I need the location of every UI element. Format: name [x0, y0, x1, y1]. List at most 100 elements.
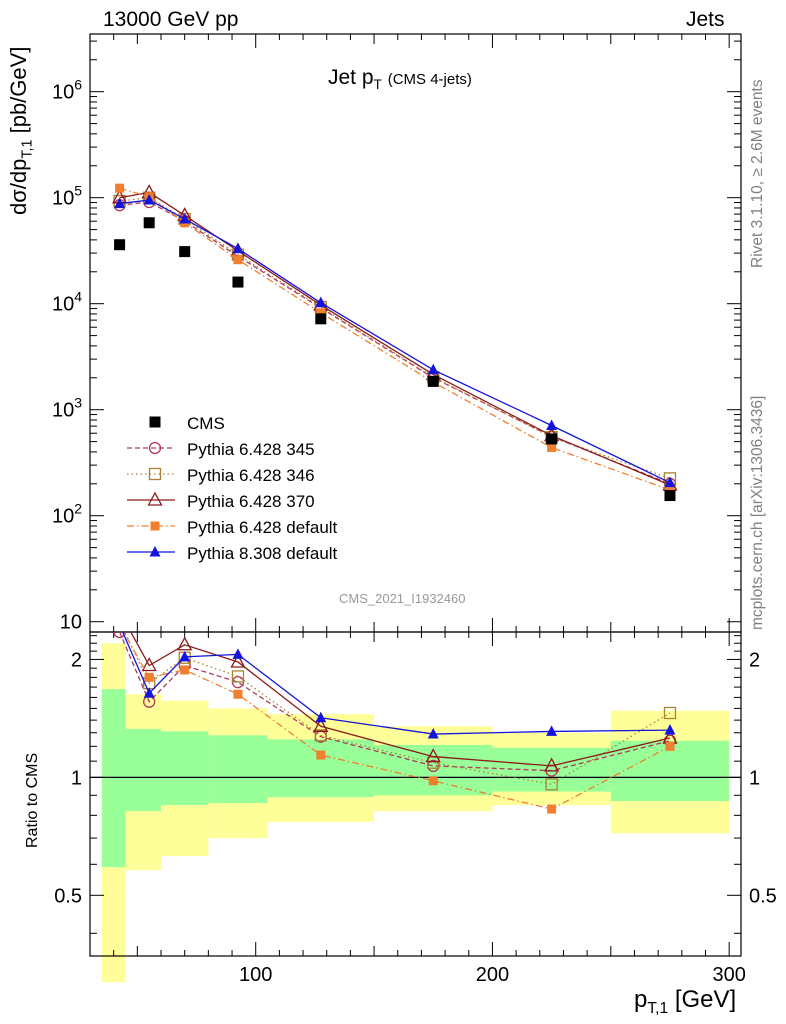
- legend-label: Pythia 6.428 370: [187, 492, 315, 511]
- series-pythia-6-428-default-point: [115, 183, 125, 193]
- series-pythia-8-308-default-point: [143, 194, 155, 205]
- series-pythia-8-308-default-ratio-point: [179, 650, 191, 662]
- series-pythia-6-428-346-ratio-line: [123, 632, 671, 786]
- series-pythia-8-308-default-ratio-point: [114, 619, 125, 630]
- series-pythia-6-428-default-ratio-point: [428, 776, 438, 786]
- series-pythia-6-428-default-point: [233, 255, 243, 265]
- ratio-series-group: [113, 605, 678, 814]
- series-pythia-6-428-default-ratio-point: [144, 672, 154, 682]
- main-y-tick-label: 103: [52, 395, 82, 422]
- x-axis-label: pT,1 [GeV]: [634, 986, 736, 1018]
- tick-base: 10: [52, 400, 74, 422]
- legend-marker: [149, 546, 161, 557]
- legend-cms-marker: [149, 416, 161, 428]
- series-pythia-8-308-default-point: [427, 363, 439, 375]
- uncertainty-band-inner: [125, 728, 162, 812]
- uncertainty-band-inner: [374, 744, 493, 796]
- main-series-group: [111, 183, 678, 502]
- series-pythia-8-308-default-ratio-point: [143, 687, 155, 698]
- series-pythia-6-428-default-point: [547, 443, 557, 453]
- main-y-tick-label: 102: [52, 501, 82, 528]
- main-y-tick-label: 106: [52, 77, 82, 104]
- tick-exponent: 5: [74, 183, 82, 199]
- main-y-tick-label: 105: [52, 183, 82, 210]
- series-pythia-8-308-default-point: [315, 296, 327, 308]
- ratio-y-tick-label-right: 2: [749, 649, 760, 671]
- header-right: Jets: [686, 8, 725, 31]
- uncertainty-band-inner: [208, 735, 268, 804]
- series-pythia-8-308-default-point: [114, 197, 126, 209]
- uncertainty-band-inner: [101, 689, 126, 868]
- cms-data-point: [232, 276, 244, 288]
- cms-data-point: [179, 246, 191, 258]
- plot-title-note: (CMS 4-jets): [387, 71, 472, 88]
- cms-data-point: [315, 313, 327, 325]
- main-y-tick-label: 10: [60, 612, 82, 634]
- series-pythia-6-428-default-ratio-line: [122, 632, 671, 810]
- series-pythia-6-428-default-line: [119, 187, 671, 491]
- tick-base: 10: [52, 82, 74, 104]
- series-pythia-8-308-default-ratio-point: [232, 648, 244, 659]
- series-pythia-8-308-default-point: [232, 242, 244, 254]
- main-y-tick-label: 104: [52, 289, 82, 316]
- series-pythia-6-428-345-ratio-line: [118, 632, 671, 772]
- x-tick-label: 300: [712, 964, 745, 986]
- series-pythia-8-308-default-ratio-point: [546, 725, 558, 736]
- legend-label: Pythia 6.428 345: [187, 440, 315, 459]
- tick-exponent: 3: [74, 395, 82, 411]
- series-pythia-8-308-default-ratio-line: [121, 632, 670, 735]
- series-pythia-6-428-346-ratio-point: [231, 670, 245, 683]
- uncertainty-band-inner: [492, 747, 611, 792]
- uncertainty-band-inner: [267, 739, 375, 798]
- series-pythia-6-428-370-ratio-point: [425, 748, 441, 763]
- series-pythia-6-428-370-ratio-point: [113, 605, 126, 617]
- series-pythia-6-428-346-ratio-point: [314, 729, 327, 742]
- series-pythia-6-428-370-ratio-line: [130, 632, 671, 767]
- series-pythia-6-428-345-line: [119, 201, 671, 485]
- series-pythia-6-428-346-ratio-point: [663, 706, 677, 720]
- tick-base: 10: [52, 294, 74, 316]
- cms-data-point: [546, 433, 558, 445]
- cms-data-point: [664, 490, 676, 502]
- ratio-y-tick-label-right: 1: [749, 767, 760, 789]
- series-pythia-6-428-370-ratio-point: [544, 757, 560, 772]
- legend-marker: [148, 467, 162, 481]
- x-tick-label: 100: [239, 964, 272, 986]
- header-left: 13000 GeV pp: [103, 8, 239, 31]
- tick-exponent: 6: [74, 77, 82, 93]
- series-pythia-6-428-default-point: [316, 308, 326, 318]
- series-pythia-6-428-370-ratio-point: [230, 653, 246, 668]
- cms-data-point: [143, 217, 155, 229]
- tick-base: 10: [52, 506, 74, 528]
- series-pythia-8-308-default-ratio-point: [664, 724, 676, 735]
- series-pythia-6-428-346-line: [119, 197, 671, 479]
- legend-marker: [148, 441, 162, 455]
- plot-title-sub: T: [373, 77, 382, 93]
- tick-exponent: 4: [74, 289, 82, 305]
- cms-data-point: [114, 239, 126, 251]
- series-pythia-6-428-default-ratio-point: [665, 741, 675, 751]
- series-pythia-6-428-default-point: [665, 485, 675, 495]
- series-pythia-8-308-default-ratio-point: [315, 711, 327, 723]
- legend-label: Pythia 8.308 default: [187, 544, 338, 563]
- x-axis-label-sub: T,1: [647, 999, 669, 1017]
- plot-title: Jet pT (CMS 4-jets): [328, 66, 472, 92]
- plot-title-main: Jet p: [328, 66, 374, 89]
- series-pythia-6-428-346-ratio-point: [545, 778, 558, 791]
- x-tick-label: 200: [476, 964, 509, 986]
- series-pythia-8-308-default-ratio-point: [427, 728, 439, 739]
- legend-label: Pythia 6.428 default: [187, 518, 338, 537]
- series-pythia-6-428-default-ratio-point: [115, 620, 124, 629]
- series-pythia-8-308-default-point: [664, 476, 676, 488]
- series-pythia-6-428-370-ratio-point: [313, 717, 329, 732]
- legend-marker: [147, 491, 163, 506]
- tick-base: 10: [60, 612, 82, 634]
- ratio-y-tick-label: 0.5: [54, 885, 82, 907]
- tick-base: 10: [52, 188, 74, 210]
- ratio-y-tick-label: 1: [71, 767, 82, 789]
- x-axis-label-unit: [GeV]: [668, 986, 737, 1013]
- series-pythia-6-428-370-ratio-point: [177, 636, 193, 651]
- series-pythia-8-308-default-point: [546, 419, 558, 430]
- cms-data-point: [427, 375, 439, 387]
